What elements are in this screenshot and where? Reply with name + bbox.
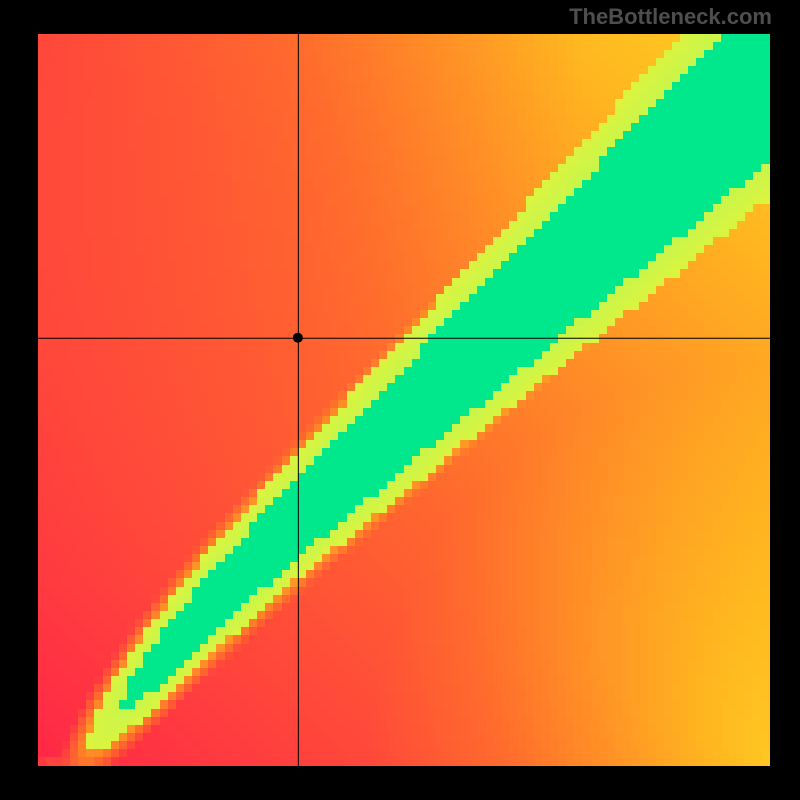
watermark-text: TheBottleneck.com (569, 4, 772, 30)
crosshair-overlay (38, 34, 770, 766)
